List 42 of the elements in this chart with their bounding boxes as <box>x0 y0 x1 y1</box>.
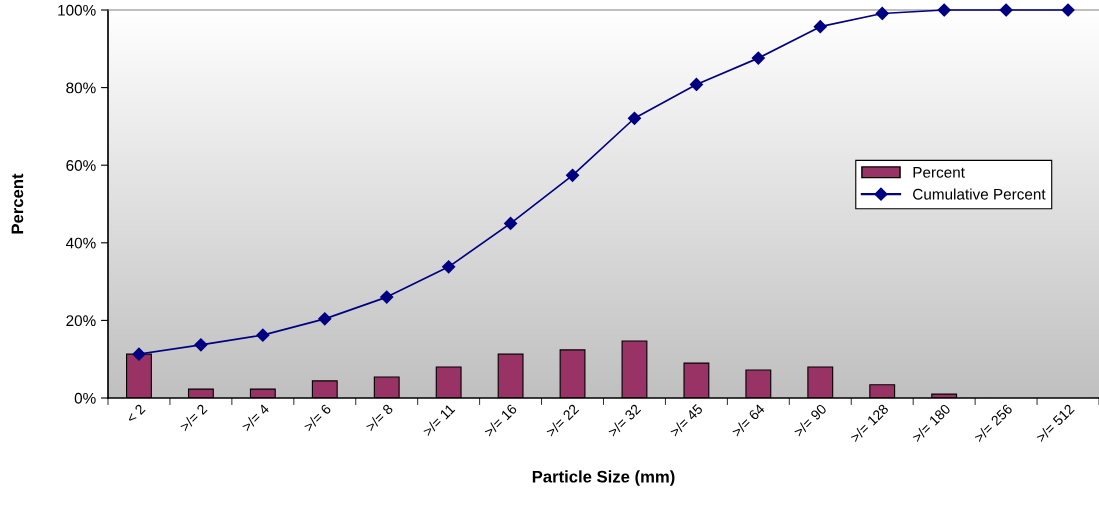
y-tick-label: 80% <box>66 82 96 94</box>
x-tick-label: >/= 22 <box>545 403 580 438</box>
point <box>1061 3 1075 17</box>
y-tick-label: 0% <box>74 392 96 404</box>
x-tick-label: >/= 16 <box>483 403 518 438</box>
x-tick-label: >/= 45 <box>669 403 704 438</box>
x-tick-label: >/= 90 <box>792 403 828 438</box>
y-tick-label: 40% <box>65 237 96 249</box>
x-tick-label: >/= 256 <box>973 403 1013 443</box>
x-tick-label: >/= 64 <box>730 403 766 438</box>
y-tick-label: 20% <box>66 315 96 327</box>
x-tick-label: >/= 11 <box>422 403 456 437</box>
point <box>504 216 518 230</box>
point <box>132 347 146 361</box>
y-tick-label: 60% <box>66 160 96 171</box>
x-tick-label: < 2 <box>125 403 146 424</box>
point <box>565 168 580 182</box>
point <box>937 3 951 17</box>
point <box>689 77 703 92</box>
point <box>875 6 889 21</box>
point <box>318 312 332 326</box>
y-tick-label: 100% <box>58 4 96 16</box>
x-tick-label: >/= 8 <box>364 403 394 432</box>
point <box>627 111 642 125</box>
x-tick-label: >/= 6 <box>302 403 332 432</box>
legend-label: Percent <box>913 167 965 178</box>
point <box>256 328 270 342</box>
point <box>813 20 827 34</box>
point <box>442 260 456 274</box>
point <box>380 290 394 304</box>
x-tick-label: >/= 4 <box>240 403 270 432</box>
point <box>194 338 208 352</box>
x-tick-label: >/= 512 <box>1035 403 1075 443</box>
x-tick-label: >/= 128 <box>849 403 890 443</box>
x-tick-label: >/= 32 <box>607 403 642 438</box>
y-axis-title: Percent <box>11 173 24 234</box>
legend-label: Cumulative Percent <box>913 188 1046 200</box>
point <box>751 51 765 65</box>
point <box>999 3 1013 17</box>
x-axis-title: Particle Size (mm) <box>532 470 675 486</box>
x-tick-label: >/= 2 <box>179 403 208 432</box>
x-tick-label: >/= 180 <box>911 403 951 443</box>
